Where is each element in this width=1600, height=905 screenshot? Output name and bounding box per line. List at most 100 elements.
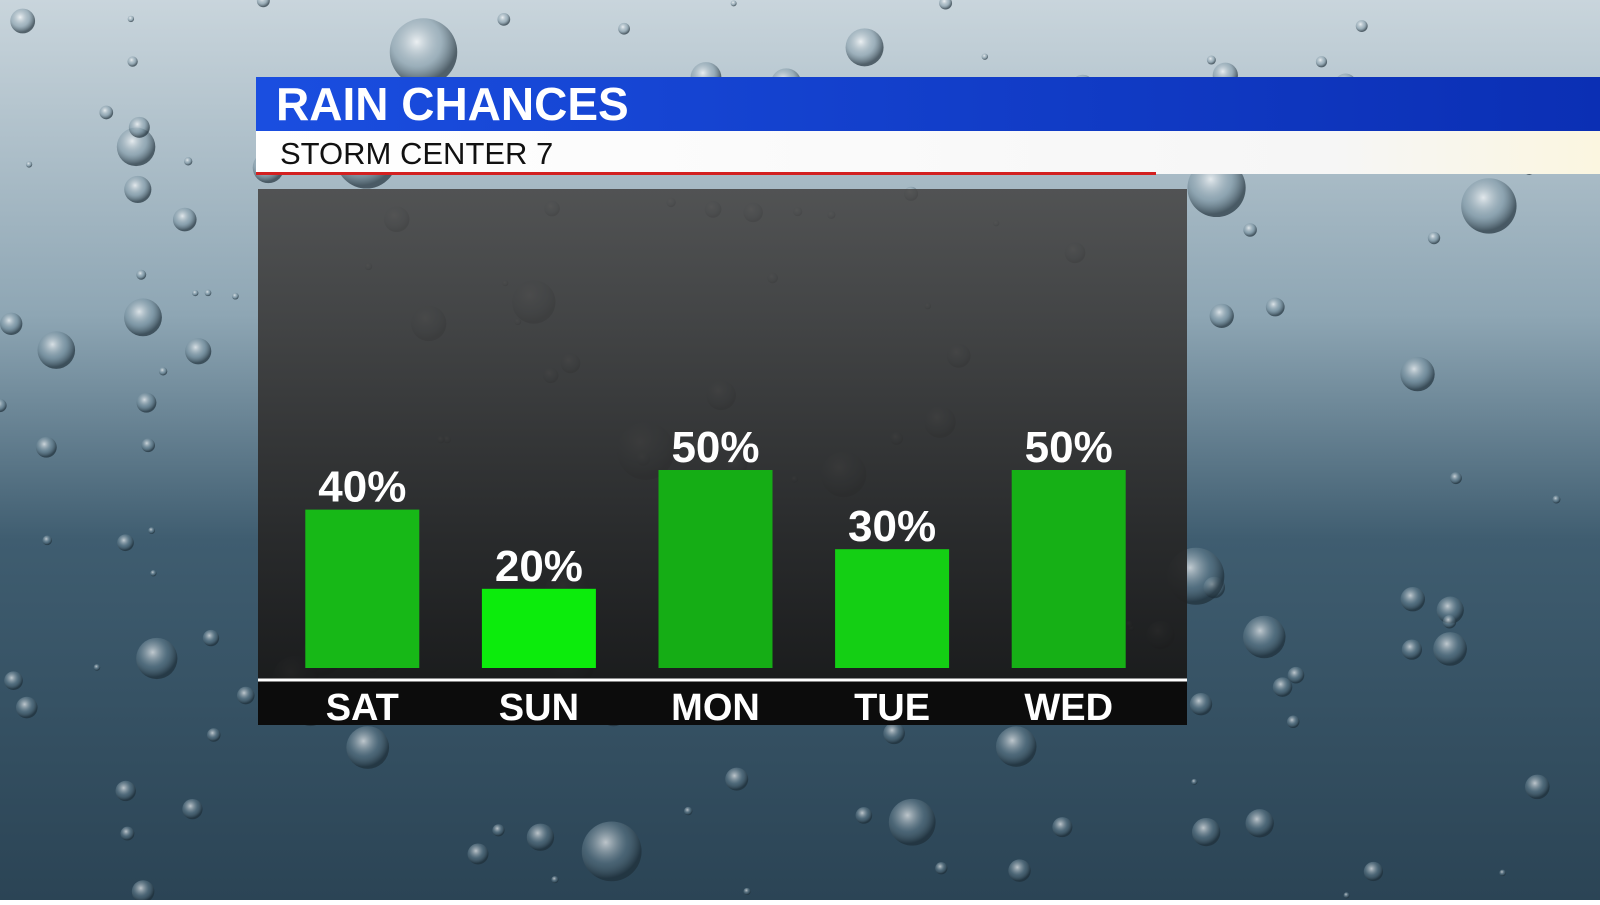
raindrop xyxy=(1052,817,1073,838)
raindrop xyxy=(1265,297,1285,317)
raindrop xyxy=(1008,859,1031,882)
raindrop xyxy=(1433,632,1467,666)
raindrop xyxy=(1525,774,1550,800)
raindrop xyxy=(37,331,76,369)
raindrop xyxy=(1287,666,1305,684)
bar xyxy=(1011,470,1126,668)
raindrop xyxy=(1363,861,1384,882)
raindrop xyxy=(128,116,150,138)
raindrop xyxy=(120,826,135,841)
chart-subtitle: STORM CENTER 7 xyxy=(280,136,553,171)
raindrop xyxy=(492,824,505,837)
raindrop xyxy=(99,105,114,120)
plot: 40% SAT 20% SUN 50% MON 30% TUE 50% WED xyxy=(305,423,1126,729)
raindrop xyxy=(150,570,157,577)
raindrop xyxy=(1189,693,1213,716)
raindrop xyxy=(1286,715,1300,729)
raindrop xyxy=(1243,615,1286,659)
raindrop xyxy=(497,13,511,26)
raindrop xyxy=(182,798,203,820)
raindrop xyxy=(939,0,953,10)
raindrop xyxy=(1442,615,1457,629)
value-label: 50% xyxy=(671,423,759,472)
raindrop xyxy=(124,175,152,204)
raindrop xyxy=(35,436,57,458)
raindrop xyxy=(995,726,1037,767)
raindrop xyxy=(1436,596,1464,624)
raindrop xyxy=(124,298,162,337)
raindrop xyxy=(1461,178,1517,234)
value-label: 50% xyxy=(1025,423,1113,472)
raindrop xyxy=(236,686,255,705)
raindrop xyxy=(42,535,53,546)
raindrop xyxy=(883,722,905,745)
raindrop xyxy=(1245,809,1274,838)
raindrop xyxy=(1315,56,1328,68)
title-bar xyxy=(256,77,1600,131)
raindrop xyxy=(1400,586,1425,612)
raindrop xyxy=(25,161,33,168)
chart-title: RAIN CHANCES xyxy=(276,78,629,130)
raindrop xyxy=(1209,303,1234,328)
value-label: 30% xyxy=(848,502,936,551)
raindrop xyxy=(141,438,156,453)
raindrop xyxy=(725,767,749,791)
raindrop xyxy=(10,8,36,34)
raindrop xyxy=(346,726,390,769)
value-label: 40% xyxy=(318,463,406,512)
raindrop xyxy=(845,28,884,67)
raindrop xyxy=(1343,892,1350,899)
bar xyxy=(658,470,773,668)
raindrop xyxy=(202,629,220,647)
raindrop xyxy=(581,821,642,882)
raindrop xyxy=(1272,677,1293,697)
raindrop xyxy=(136,269,147,280)
label-strip xyxy=(258,680,1187,725)
raindrop xyxy=(117,534,134,552)
raindrop xyxy=(1427,231,1441,245)
raindrop xyxy=(15,696,38,719)
raindrop xyxy=(184,157,193,166)
raindrop xyxy=(618,22,630,35)
raindrop xyxy=(172,207,197,232)
raindrop xyxy=(1206,55,1216,65)
x-tick-label: MON xyxy=(671,687,760,729)
raindrop xyxy=(1192,817,1221,847)
raindrop xyxy=(730,0,737,7)
raindrop xyxy=(127,15,135,23)
bar xyxy=(835,549,950,668)
raindrop xyxy=(0,312,23,335)
raindrop xyxy=(158,367,168,376)
raindrop xyxy=(231,292,239,300)
bar xyxy=(481,588,596,668)
raindrop xyxy=(116,127,156,167)
x-tick-label: WED xyxy=(1024,687,1113,729)
raindrop xyxy=(935,862,948,875)
bar xyxy=(305,509,420,668)
raindrop xyxy=(4,671,23,691)
value-label: 20% xyxy=(495,542,583,591)
raindrop xyxy=(855,807,873,824)
raindrop xyxy=(1401,639,1423,660)
raindrop xyxy=(1400,356,1435,392)
raindrop xyxy=(136,637,178,680)
raindrop xyxy=(743,887,751,896)
raindrop xyxy=(204,289,212,297)
raindrop xyxy=(185,338,212,365)
raindrop xyxy=(192,289,199,297)
raindrop xyxy=(888,798,936,846)
x-tick-label: TUE xyxy=(854,687,930,729)
raindrop xyxy=(256,0,270,8)
raindrop xyxy=(526,823,555,851)
raindrop xyxy=(127,56,138,67)
raindrop xyxy=(551,876,559,884)
raindrop xyxy=(207,728,221,742)
raindrop xyxy=(1191,778,1198,785)
raindrop xyxy=(115,780,136,802)
raindrop xyxy=(1499,869,1506,877)
x-tick-label: SAT xyxy=(326,687,399,729)
raindrop xyxy=(1552,495,1561,504)
raindrop xyxy=(389,18,458,86)
raindrop xyxy=(1449,472,1462,485)
